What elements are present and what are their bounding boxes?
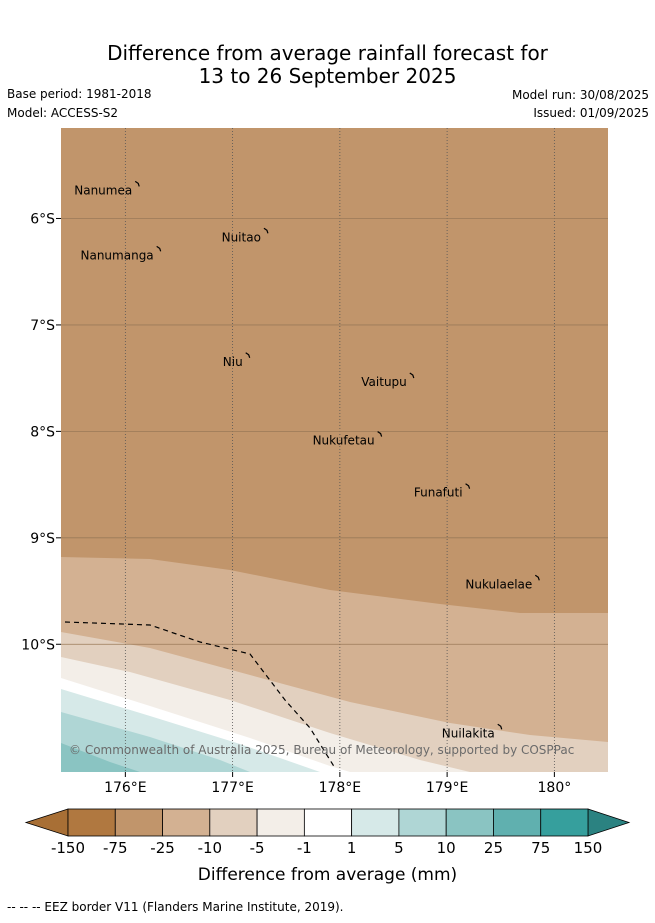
lon-tick-label: 180°	[538, 780, 572, 796]
eez-border	[64, 621, 336, 769]
colorbar-swatch	[445, 808, 494, 837]
footer-note: -- -- -- EEZ border V11 (Flanders Marine…	[7, 900, 344, 914]
colorbar-swatch	[540, 808, 589, 837]
island-label: Niu	[223, 355, 243, 369]
copyright-notice: © Commonwealth of Australia 2025, Bureau…	[69, 743, 574, 757]
island-label: Vaitupu	[361, 375, 407, 389]
colorbar-swatch	[114, 808, 163, 837]
lat-tick-label: 7°S	[30, 318, 55, 334]
lon-tick-label: 177°E	[211, 780, 254, 796]
colorbar-extend-low	[24, 808, 69, 837]
colorbar-tick-label: 150	[574, 839, 603, 857]
island-label: Nanumea	[74, 183, 132, 197]
lon-tick-label: 179°E	[426, 780, 469, 796]
island-outline	[534, 574, 540, 581]
island-outline	[465, 483, 471, 489]
colorbar-tick-label: -1	[297, 839, 312, 857]
lat-tick-label: 10°S	[21, 637, 55, 653]
colorbar-swatch	[162, 808, 211, 837]
colorbar-swatch	[67, 808, 116, 837]
colorbar-tick-label: -10	[198, 839, 223, 857]
island-label: Nuilakita	[442, 726, 495, 740]
island-outline	[377, 431, 383, 437]
island-outline	[263, 227, 269, 234]
colorbar-swatch	[209, 808, 258, 837]
island-outline	[497, 723, 503, 730]
colorbar-swatch	[493, 808, 542, 837]
island-label: Nanumanga	[81, 248, 154, 262]
colorbar-tick-label: -25	[150, 839, 175, 857]
band-10-to-25	[61, 743, 140, 772]
colorbar-tick-label: -75	[103, 839, 128, 857]
island-outline	[134, 180, 140, 187]
lon-tick-label: 176°E	[104, 780, 147, 796]
issued-date: Issued: 01/09/2025	[533, 106, 649, 120]
colorbar-tick-label: 75	[531, 839, 550, 857]
colorbar-swatch	[351, 808, 400, 837]
island-label: Nukulaelae	[465, 577, 532, 591]
colorbar-tick-label: -5	[250, 839, 265, 857]
island-outline	[409, 372, 415, 379]
rainfall-anomaly-field	[61, 128, 608, 772]
colorbar-tick-label: 1	[347, 839, 357, 857]
island-outline	[156, 245, 162, 252]
colorbar-swatch	[303, 808, 353, 837]
colorbar-swatch	[256, 808, 305, 837]
base-period: Base period: 1981-2018	[7, 87, 152, 101]
model-name: Model: ACCESS-S2	[7, 106, 119, 120]
title-line-1: Difference from average rainfall forecas…	[107, 41, 548, 65]
colorbar-extend-high	[587, 808, 631, 837]
colorbar-swatch	[398, 808, 447, 837]
colorbar-tick-label: 5	[394, 839, 404, 857]
colorbar-tick-label: -150	[51, 839, 85, 857]
band-5-to-10	[61, 712, 250, 772]
axis-tick-labels: 176°E 177°E 178°E 179°E 180° 6°S 7°S 8°S 9°S 10°S	[21, 211, 572, 796]
lon-tick-label: 178°E	[319, 780, 362, 796]
island-outline	[245, 352, 251, 358]
lat-tick-label: 8°S	[30, 424, 55, 440]
island-markers: Nanumea Nuitao Nanumanga Niu Vaitupu Nukufeta…	[74, 180, 540, 740]
island-label: Nuitao	[222, 230, 261, 244]
colorbar-tick-label: 25	[484, 839, 503, 857]
island-label: Funafuti	[414, 486, 463, 500]
lat-tick-label: 6°S	[30, 211, 55, 227]
colorbar-label: Difference from average (mm)	[198, 865, 457, 885]
colorbar: -150 -75 -25 -10 -5 -1 1 5 10 25 75 150	[24, 808, 631, 857]
colorbar-tick-label: 10	[437, 839, 456, 857]
lat-tick-label: 9°S	[30, 531, 55, 547]
island-label: Nukufetau	[313, 434, 375, 448]
title-line-2: 13 to 26 September 2025	[198, 64, 457, 88]
model-run: Model run: 30/08/2025	[511, 88, 649, 102]
graticule	[61, 128, 608, 772]
chart-title: Difference from average rainfall forecas…	[0, 42, 655, 88]
